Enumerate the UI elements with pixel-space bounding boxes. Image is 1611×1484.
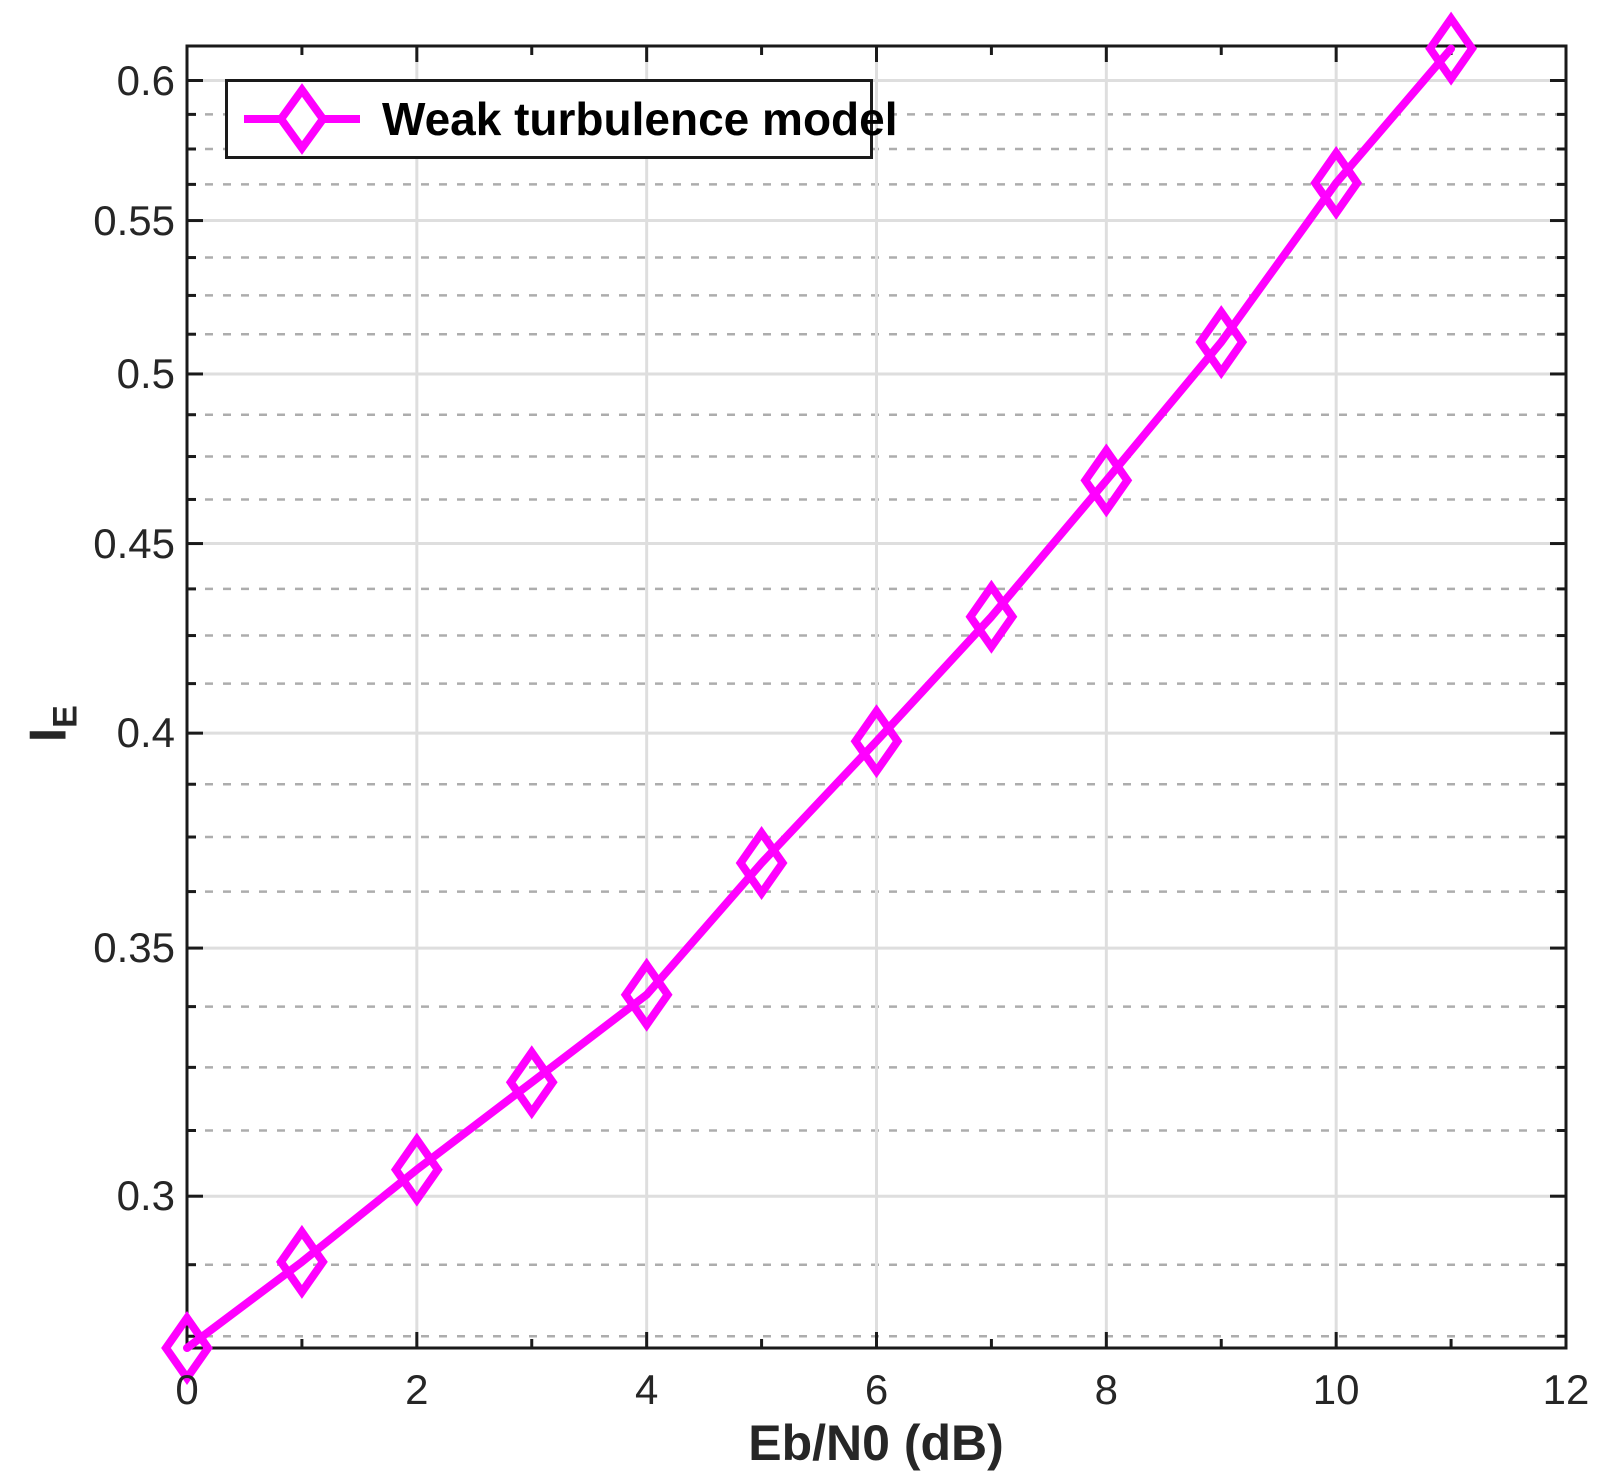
legend-entry-label: Weak turbulence model [382, 93, 898, 145]
series-marker-diamond [1195, 305, 1248, 380]
series-marker-diamond [965, 579, 1018, 654]
y-tick-label: 0.6 [116, 56, 175, 104]
y-axis-title-sub: E [46, 705, 85, 728]
x-tick-label: 4 [634, 1366, 659, 1413]
y-tick-label: 0.4 [116, 709, 175, 757]
x-tick-label: 10 [1312, 1366, 1360, 1413]
plot-area [161, 11, 1568, 1385]
series-marker-diamond [620, 957, 673, 1032]
chart-svg [161, 11, 1568, 1385]
legend-sample-marker [276, 83, 328, 155]
legend-line-sample [244, 83, 360, 155]
series-marker-diamond [161, 1311, 213, 1385]
x-tick-label: 0 [175, 1366, 199, 1413]
y-tick-label: 0.35 [93, 924, 175, 972]
y-axis-title-base: I [19, 727, 78, 743]
series-marker-diamond [735, 826, 788, 900]
y-tick-label: 0.5 [116, 349, 175, 397]
legend: Weak turbulence model [225, 79, 898, 159]
series-marker-diamond [1425, 11, 1477, 86]
x-tick-label: 12 [1542, 1366, 1590, 1413]
series-marker-diamond [850, 704, 903, 779]
series-marker-diamond [505, 1045, 558, 1120]
series-marker-diamond [276, 1224, 328, 1299]
x-tick-label: 6 [864, 1366, 889, 1413]
y-tick-label: 0.45 [93, 519, 175, 567]
y-axis-title: IE [18, 644, 85, 804]
y-tick-label: 0.3 [116, 1172, 175, 1220]
series-line [183, 44, 1456, 1352]
series-marker-diamond [390, 1132, 443, 1207]
x-tick-label: 8 [1094, 1366, 1119, 1413]
x-tick-label: 2 [405, 1366, 429, 1413]
x-axis-title: Eb/N0 (dB) [748, 1415, 1004, 1471]
series-marker-diamond [1310, 145, 1363, 220]
series-marker-diamond [1080, 443, 1133, 518]
y-tick-label: 0.55 [93, 196, 175, 244]
